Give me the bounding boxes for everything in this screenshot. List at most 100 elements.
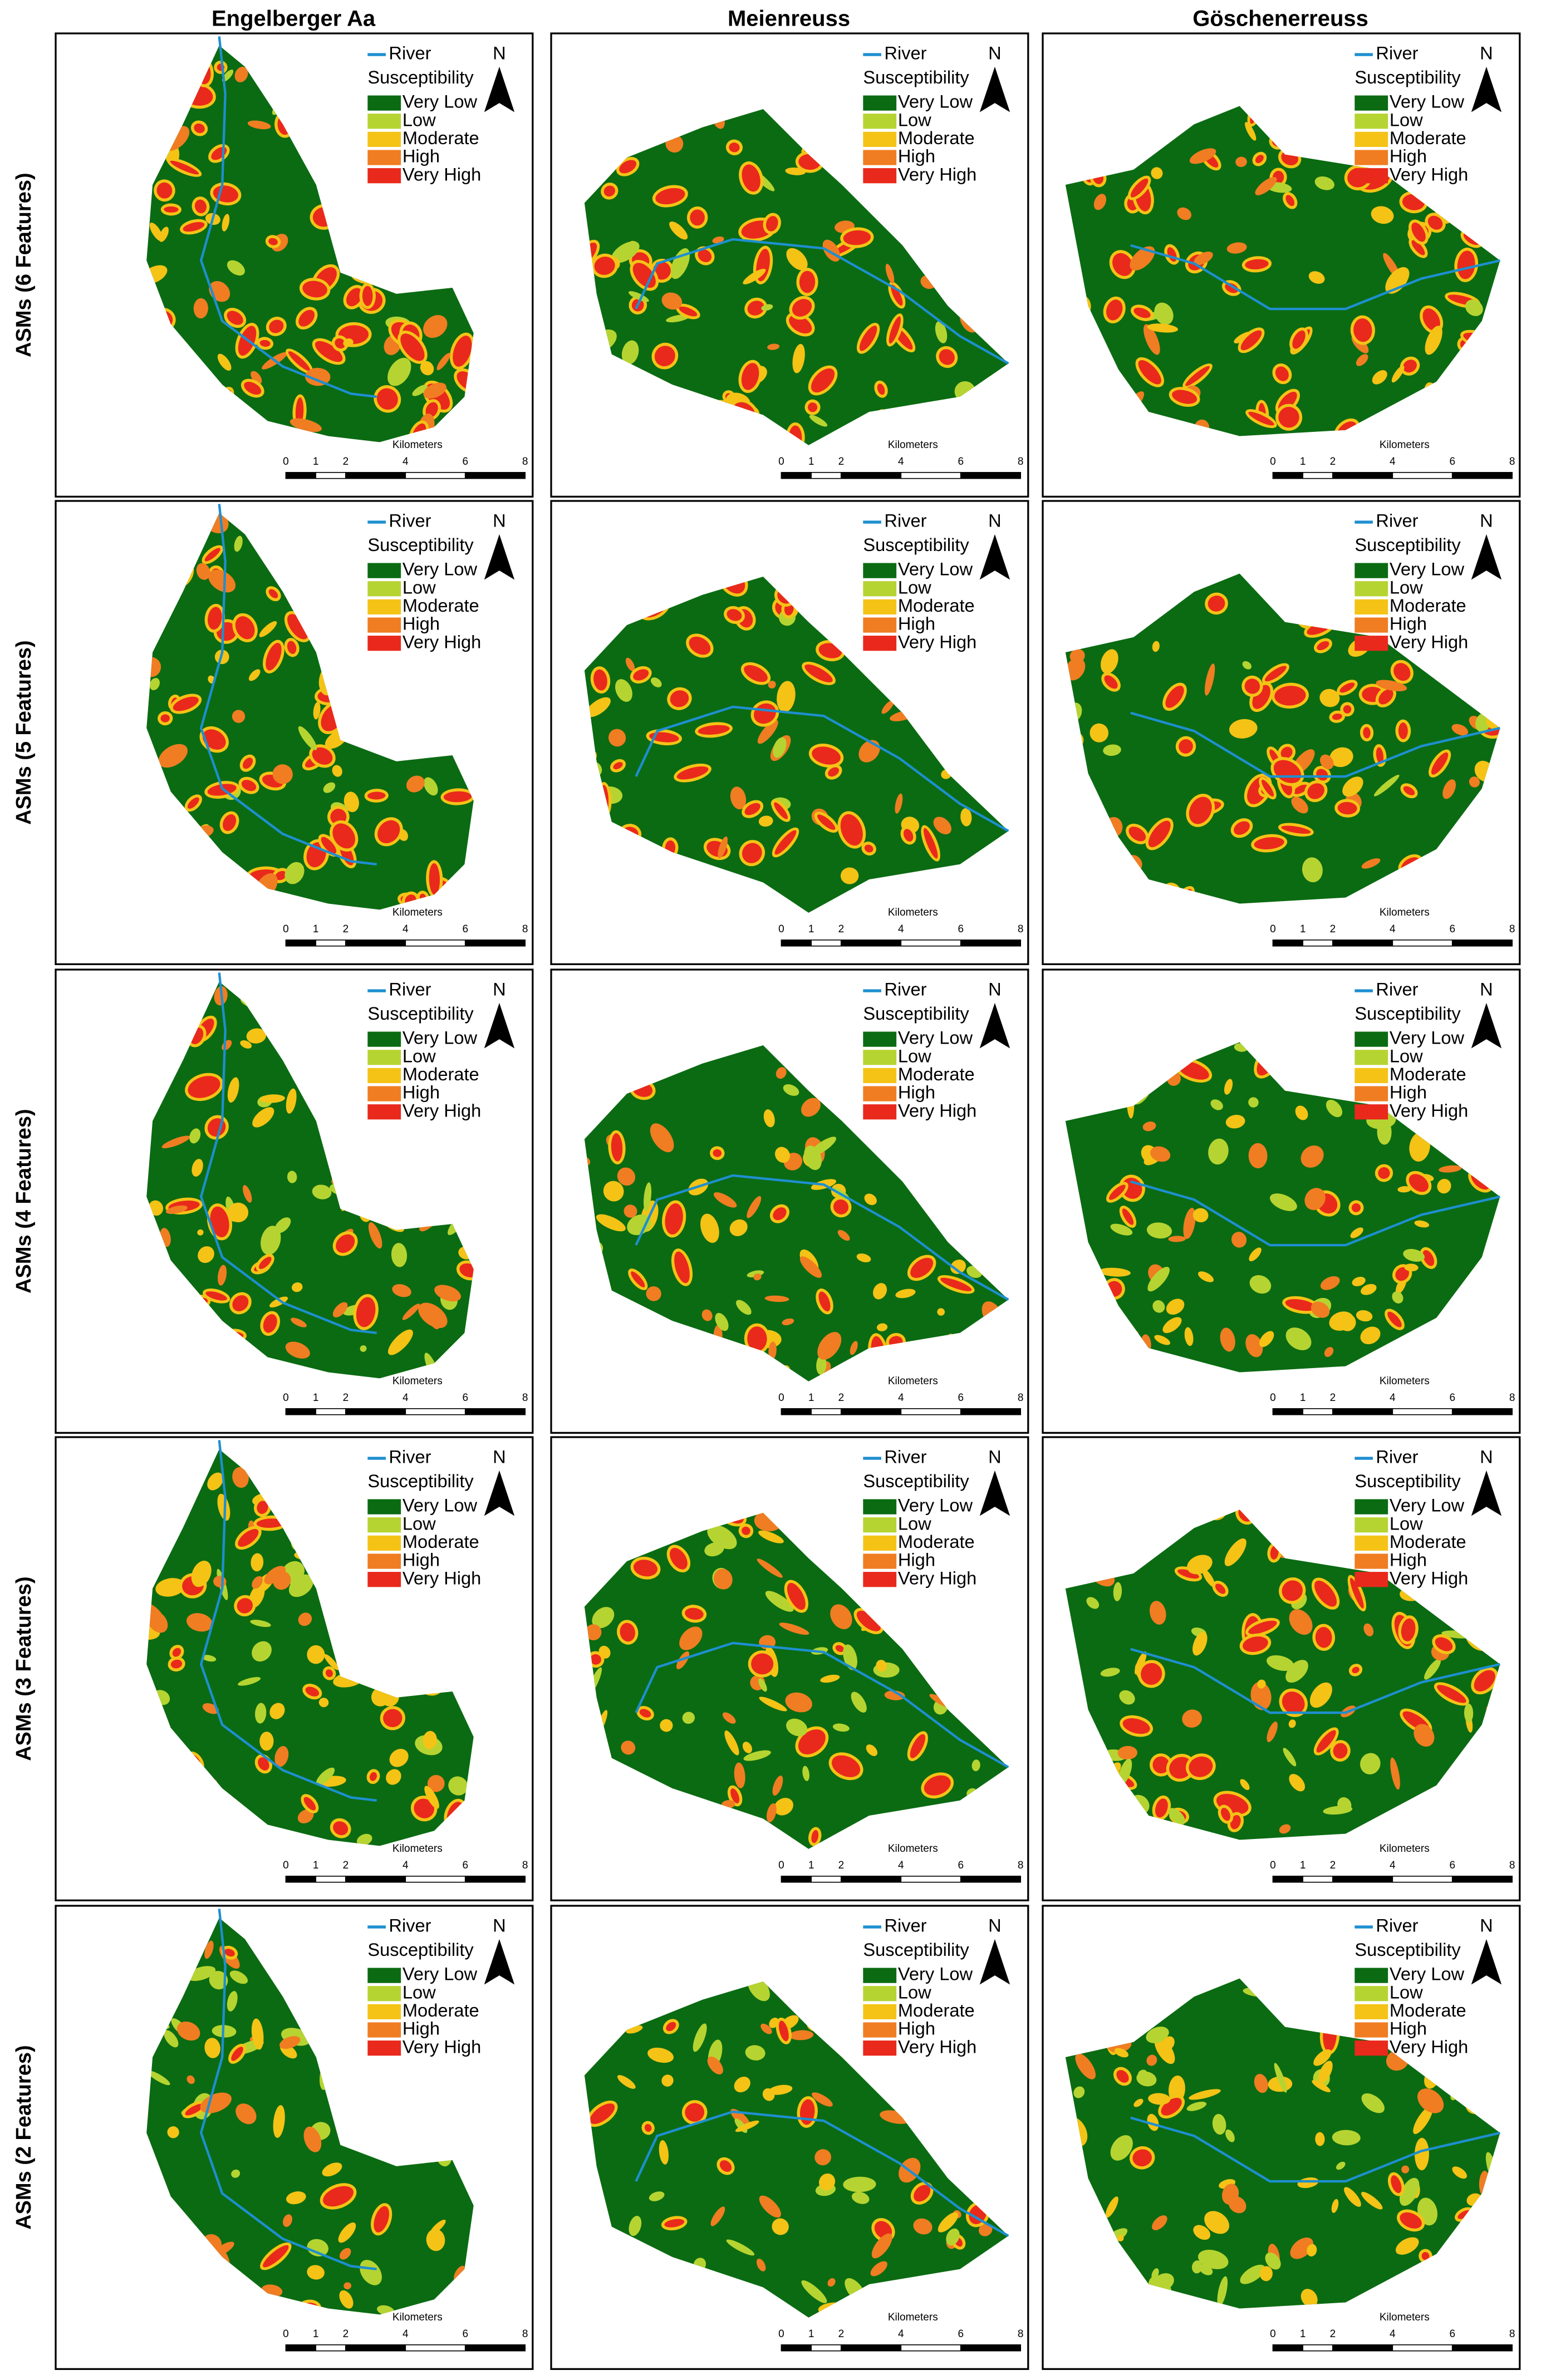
legend-swatch — [1354, 2040, 1388, 2056]
susceptibility-patch — [923, 828, 938, 859]
susceptibility-patch — [244, 381, 262, 395]
susceptibility-patch — [758, 1678, 767, 1692]
susceptibility-patch — [707, 2056, 723, 2075]
susceptibility-patch — [360, 1345, 367, 1352]
susceptibility-patch — [1282, 1580, 1303, 1601]
susceptibility-patch — [246, 1028, 267, 1044]
susceptibility-patch — [148, 2071, 170, 2086]
susceptibility-patch — [811, 368, 835, 393]
scale-tick-label: 8 — [522, 456, 528, 468]
susceptibility-patch — [259, 340, 271, 347]
susceptibility-patch — [676, 766, 709, 780]
susceptibility-patch — [1474, 1670, 1495, 1691]
scale-unit: Kilometers — [888, 2312, 938, 2323]
susceptibility-patch — [343, 338, 354, 347]
susceptibility-patch — [427, 1774, 445, 1792]
susceptibility-patch — [400, 333, 425, 361]
susceptibility-patch — [876, 1323, 888, 1331]
susceptibility-patch — [840, 867, 859, 884]
susceptibility-patch — [1090, 723, 1109, 742]
legend-river-label: River — [389, 43, 431, 63]
scale-tick-label: 1 — [313, 456, 319, 468]
scale-tick-label: 2 — [838, 1392, 845, 1404]
susceptibility-patch — [713, 1568, 733, 1590]
scale-segment — [781, 471, 812, 479]
row-label: ASMs (2 Features) — [12, 2045, 36, 2230]
susceptibility-patch — [356, 1297, 376, 1327]
susceptibility-patch — [765, 215, 778, 232]
susceptibility-patch — [1142, 1122, 1156, 1132]
susceptibility-patch — [1187, 1555, 1213, 1575]
susceptibility-patch — [631, 1271, 645, 1287]
susceptibility-patch — [423, 382, 446, 399]
susceptibility-patch — [297, 1809, 314, 1823]
catchment — [1065, 106, 1500, 436]
susceptibility-patch — [1397, 1186, 1411, 1193]
susceptibility-patch — [1225, 2129, 1235, 2142]
legend-label: Moderate — [898, 127, 975, 148]
susceptibility-patch — [234, 535, 243, 552]
legend-label: High — [898, 146, 935, 166]
legend-label: Very High — [1390, 1567, 1468, 1588]
scale-tick-label: 2 — [838, 2328, 845, 2340]
susceptibility-patch — [910, 1734, 926, 1758]
susceptibility-patch — [960, 808, 972, 827]
susceptibility-patch — [374, 2206, 389, 2233]
susceptibility-patch — [1154, 1335, 1171, 1345]
susceptibility-patch — [1274, 2063, 1287, 2093]
susceptibility-patch — [713, 1149, 722, 1157]
susceptibility-patch — [690, 209, 705, 226]
scale-segment — [900, 2344, 961, 2352]
scale-tick-label: 6 — [462, 1392, 468, 1404]
legend-swatch — [1354, 2022, 1388, 2038]
susceptibility-patch — [744, 803, 760, 815]
susceptibility-patch — [232, 710, 246, 723]
susceptibility-patch — [1130, 246, 1155, 271]
susceptibility-patch — [335, 338, 346, 349]
susceptibility-patch — [1136, 2071, 1157, 2087]
susceptibility-patch — [266, 642, 282, 671]
susceptibility-patch — [850, 1341, 858, 1355]
scale-tick-label: 4 — [898, 923, 904, 935]
susceptibility-patch — [1267, 1655, 1294, 1671]
susceptibility-patch — [1371, 206, 1394, 224]
legend-swatch — [863, 1517, 897, 1533]
susceptibility-patch — [274, 1217, 291, 1233]
legend-swatch — [1354, 1572, 1388, 1587]
north-arrow — [1471, 1939, 1502, 1985]
scale-unit: Kilometers — [392, 1843, 443, 1855]
legend-title: Susceptibility — [863, 1471, 969, 1491]
susceptibility-patch — [218, 1265, 227, 1286]
legend-label: Very Low — [403, 1964, 478, 1984]
susceptibility-patch — [173, 696, 199, 711]
susceptibility-patch — [1151, 2268, 1159, 2280]
susceptibility-patch — [910, 1257, 934, 1278]
susceptibility-patch — [1177, 207, 1192, 220]
susceptibility-patch — [835, 1645, 845, 1653]
susceptibility-patch — [814, 2149, 832, 2166]
susceptibility-patch — [743, 1750, 771, 1761]
susceptibility-patch — [426, 2229, 445, 2251]
susceptibility-patch — [429, 863, 440, 895]
scale-tick-label: 0 — [778, 1860, 784, 1871]
legend-label: High — [403, 146, 440, 166]
scale-tick-label: 8 — [522, 1860, 528, 1871]
susceptibility-patch — [367, 791, 386, 800]
susceptibility-patch — [776, 1067, 787, 1079]
susceptibility-patch — [289, 418, 322, 432]
susceptibility-patch — [229, 1970, 248, 1984]
scale-segment — [464, 2344, 526, 2352]
scale-segment — [285, 939, 316, 947]
susceptibility-patch — [1315, 1626, 1332, 1648]
legend-swatch — [1354, 114, 1388, 129]
susceptibility-patch — [235, 2103, 257, 2125]
susceptibility-patch — [402, 1304, 420, 1320]
susceptibility-patch — [870, 2261, 887, 2276]
legend-swatch — [367, 2022, 401, 2038]
susceptibility-patch — [811, 1830, 819, 1843]
susceptibility-patch — [1172, 390, 1198, 404]
scale-segment — [285, 1875, 316, 1883]
susceptibility-patch — [1146, 1222, 1172, 1239]
susceptibility-patch — [259, 1732, 274, 1751]
